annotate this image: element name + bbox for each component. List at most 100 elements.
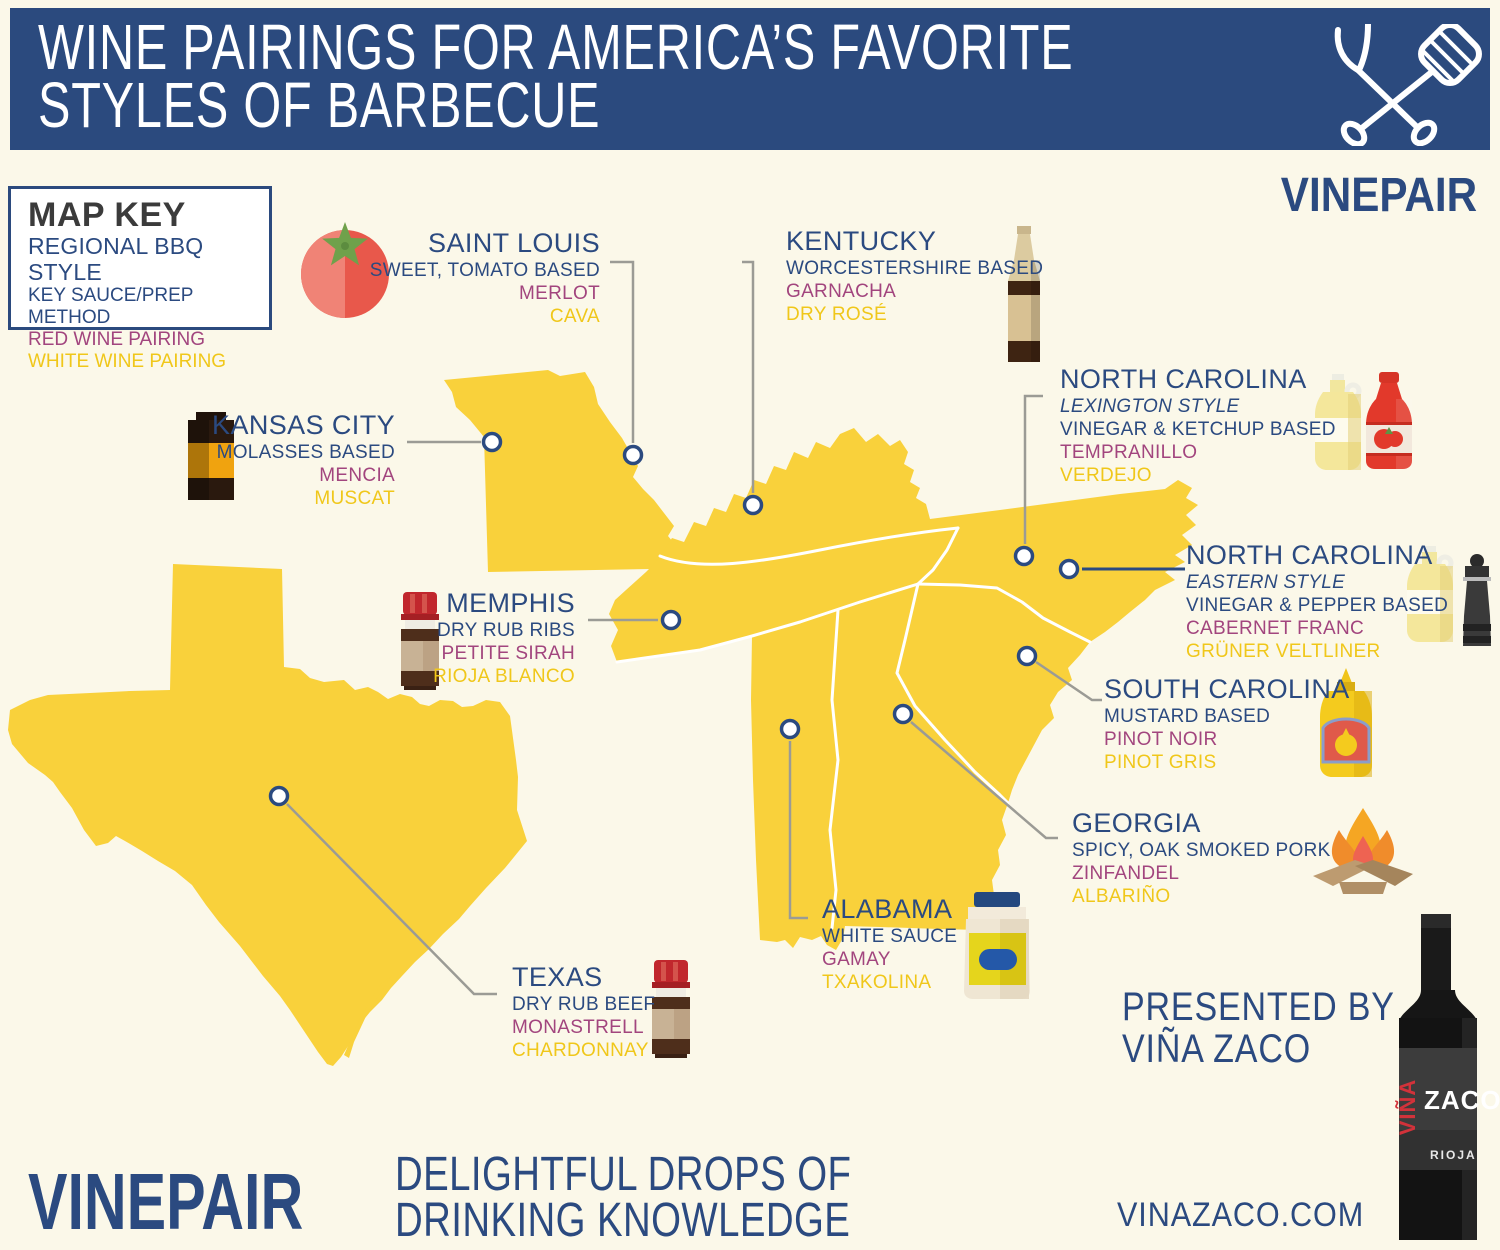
region-label-alabama: ALABAMA WHITE SAUCE GAMAY TXAKOLINA: [822, 894, 957, 994]
map-marker-kansas-city: [481, 431, 503, 453]
region-label-kansas-city: KANSAS CITY MOLASSES BASED MENCIA MUSCAT: [212, 410, 395, 510]
map-key-title: MAP KEY: [28, 196, 186, 234]
region-style-note: LEXINGTON STYLE: [1060, 396, 1240, 417]
region-sauce: MUSTARD BASED: [1104, 706, 1271, 727]
region-style-note: EASTERN STYLE: [1186, 572, 1346, 593]
region-red-wine: GAMAY: [822, 949, 891, 970]
vinepair-logo-bottom: VINEPAIR: [28, 1157, 304, 1246]
region-white-wine: CAVA: [549, 306, 600, 327]
map-marker-nc-lexington: [1013, 545, 1035, 567]
map-key-red-wine-line: RED WINE PAIRING: [28, 329, 205, 350]
region-name: NORTH CAROLINA: [1186, 540, 1433, 570]
map-key-region-line: REGIONAL BBQ STYLE: [28, 233, 204, 285]
presented-by-line2: VIÑA ZACO: [1122, 1027, 1312, 1071]
region-name: NORTH CAROLINA: [1060, 364, 1307, 394]
map-key-sauce-line: KEY SAUCE/PREP METHOD: [28, 285, 194, 328]
texas-barrier-island: [344, 975, 392, 1058]
header-banner: WINE PAIRINGS FOR AMERICA’S FAVORITE STY…: [10, 8, 1490, 150]
region-white-wine: CHARDONNAY: [512, 1040, 649, 1061]
ketchup-bottle-icon: [1366, 372, 1412, 469]
region-white-wine: MUSCAT: [314, 488, 395, 509]
tomato-icon: [301, 222, 389, 318]
region-name: KANSAS CITY: [212, 410, 395, 440]
region-label-georgia: GEORGIA SPICY, OAK SMOKED PORK ZINFANDEL…: [1072, 808, 1331, 908]
border-tennessee-northcarolina: [916, 526, 960, 586]
page-title-line2: STYLES OF BARBECUE: [38, 69, 601, 141]
region-sauce: VINEGAR & KETCHUP BASED: [1060, 419, 1336, 440]
region-red-wine: MONASTRELL: [512, 1017, 644, 1038]
region-white-wine: VERDEJO: [1060, 465, 1152, 486]
region-red-wine: MERLOT: [519, 283, 600, 304]
region-sauce: DRY RUB BEEF: [512, 994, 656, 1015]
region-white-wine: RIOJA BLANCO: [433, 666, 575, 687]
border-alabama-georgia: [828, 608, 840, 930]
mustard-bottle-icon: [1320, 668, 1372, 777]
region-white-wine: DRY ROSÉ: [786, 304, 887, 325]
region-name: ALABAMA: [822, 894, 953, 924]
sponsor-url: VINAZACO.COM: [1117, 1196, 1365, 1234]
region-name: SOUTH CAROLINA: [1104, 674, 1350, 704]
region-white-wine: TXAKOLINA: [822, 972, 932, 993]
region-label-kentucky: KENTUCKY WORCESTERSHIRE BASED GARNACHA D…: [786, 226, 1043, 326]
region-red-wine: PETITE SIRAH: [441, 643, 575, 664]
region-sauce: VINEGAR & PEPPER BASED: [1186, 595, 1449, 616]
map-marker-alabama: [779, 718, 801, 740]
fork-spatula-icon: [1334, 24, 1482, 146]
map-key-white-wine-line: WHITE WINE PAIRING: [28, 351, 227, 372]
map-marker-texas: [268, 785, 290, 807]
connector-kentucky: [742, 260, 755, 493]
border-northcarolina-southcarolina: [916, 582, 1092, 644]
region-red-wine: MENCIA: [319, 465, 395, 486]
connector-nc-lexington: [1023, 394, 1043, 544]
map-marker-kentucky: [742, 494, 764, 516]
pepper-grinder-icon: [1463, 554, 1491, 646]
connector-alabama: [788, 741, 808, 920]
state-cluster-southeast: [609, 428, 1198, 950]
region-label-saint-louis: SAINT LOUIS SWEET, TOMATO BASED MERLOT C…: [370, 228, 600, 328]
region-label-north-carolina-lexington: NORTH CAROLINA LEXINGTON STYLE VINEGAR &…: [1060, 364, 1336, 487]
vinepair-logo-top: VINEPAIR: [1280, 169, 1477, 222]
campfire-icon: [1313, 808, 1413, 894]
page-title: WINE PAIRINGS FOR AMERICA’S FAVORITE STY…: [38, 15, 1073, 141]
connector-texas: [286, 803, 497, 996]
presented-by-block: PRESENTED BY VIÑA ZACO: [1122, 986, 1395, 1070]
map-marker-saint-louis: [622, 444, 644, 466]
state-missouri: [444, 370, 686, 581]
region-name: GEORGIA: [1072, 808, 1201, 838]
region-red-wine: TEMPRANILLO: [1060, 442, 1198, 463]
mayo-jar-icon: [964, 892, 1030, 999]
connector-saint-louis: [610, 260, 635, 443]
region-white-wine: ALBARIÑO: [1072, 886, 1171, 907]
region-label-texas: TEXAS DRY RUB BEEF MONASTRELL CHARDONNAY: [512, 962, 655, 1062]
region-sauce: WORCESTERSHIRE BASED: [786, 258, 1044, 279]
region-white-wine: PINOT GRIS: [1104, 752, 1217, 773]
worcestershire-bottle-icon: [1008, 226, 1040, 362]
region-name: SAINT LOUIS: [428, 228, 600, 258]
tagline-line2: DRINKING KNOWLEDGE: [395, 1194, 851, 1247]
region-sauce: SPICY, OAK SMOKED PORK: [1072, 840, 1331, 861]
region-sauce: SWEET, TOMATO BASED: [369, 260, 600, 281]
presented-by-line1: PRESENTED BY: [1122, 985, 1395, 1029]
region-sauce: MOLASSES BASED: [216, 442, 395, 463]
border-tennessee-south: [615, 582, 920, 664]
connector-south-carolina: [1035, 660, 1102, 702]
bottle-label-vina: VIÑA: [1395, 1078, 1420, 1136]
vinepair-tagline: DELIGHTFUL DROPS OF DRINKING KNOWLEDGE: [395, 1148, 852, 1247]
tagline-line1: DELIGHTFUL DROPS OF: [395, 1148, 852, 1201]
spice-shaker-icon: [652, 960, 690, 1058]
region-red-wine: ZINFANDEL: [1072, 863, 1180, 884]
region-label-north-carolina-eastern: NORTH CAROLINA EASTERN STYLE VINEGAR & P…: [1186, 540, 1448, 663]
bottle-label-zaco: ZACO: [1424, 1085, 1500, 1115]
region-name: MEMPHIS: [446, 588, 575, 618]
map-marker-memphis: [660, 609, 682, 631]
map-marker-nc-eastern: [1058, 558, 1080, 580]
region-red-wine: PINOT NOIR: [1104, 729, 1218, 750]
region-label-south-carolina: SOUTH CAROLINA MUSTARD BASED PINOT NOIR …: [1104, 674, 1350, 774]
border-georgia-southcarolina: [895, 582, 1010, 805]
region-name: KENTUCKY: [786, 226, 937, 256]
region-red-wine: GARNACHA: [786, 281, 897, 302]
map-marker-georgia: [892, 703, 914, 725]
region-label-memphis: MEMPHIS DRY RUB RIBS PETITE SIRAH RIOJA …: [433, 588, 575, 688]
